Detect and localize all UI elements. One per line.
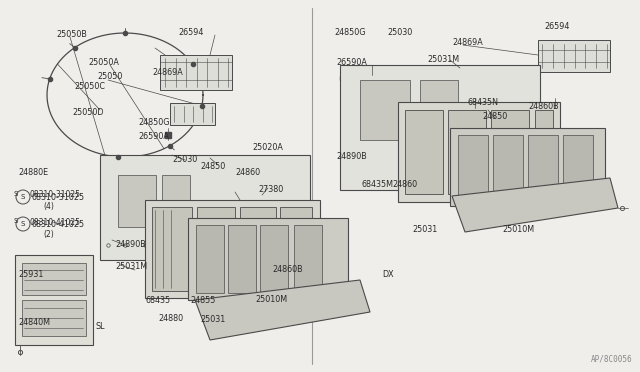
Text: 24880: 24880 [158,314,183,323]
Text: 25050A: 25050A [88,58,119,67]
Bar [493,135,523,197]
Bar [160,55,232,90]
Text: S: S [14,191,19,197]
Bar [563,135,593,197]
Text: 26594: 26594 [178,28,204,37]
Text: 08310-41025: 08310-41025 [32,220,85,229]
Text: 25020A: 25020A [252,143,283,152]
Text: 24890B: 24890B [336,152,367,161]
Text: 25031M: 25031M [427,55,459,64]
Bar [448,110,486,194]
Bar [15,255,93,345]
Text: 24855: 24855 [190,296,216,305]
Bar [450,128,605,206]
Bar [228,225,256,293]
Text: 25010M: 25010M [502,225,534,234]
Text: DX: DX [382,270,394,279]
Bar [340,65,540,190]
Bar [420,80,458,140]
Text: 24860B: 24860B [272,265,303,274]
Bar [528,135,558,197]
Text: 08310-41025: 08310-41025 [30,218,81,227]
Text: 24850G: 24850G [334,28,365,37]
Bar [152,207,192,291]
Bar [260,225,288,293]
Bar [170,103,215,125]
Text: 25030: 25030 [387,28,412,37]
Text: 24869A: 24869A [152,68,183,77]
Text: S: S [14,218,19,224]
Text: 25030: 25030 [172,155,197,164]
Text: (4): (4) [43,202,54,211]
Bar [22,300,86,336]
Bar [22,263,86,295]
Text: 08310-31025: 08310-31025 [32,193,85,202]
Text: SL: SL [95,322,104,331]
Bar [405,110,443,194]
Bar [197,207,235,291]
Text: 24850: 24850 [200,162,225,171]
Text: 24890B: 24890B [115,240,146,249]
Bar [145,200,320,298]
Bar [188,218,348,300]
Text: 24869A: 24869A [452,38,483,47]
Text: 26590A: 26590A [138,132,169,141]
Text: S: S [21,194,25,200]
Text: 25931: 25931 [18,270,44,279]
Text: 24880E: 24880E [18,168,48,177]
Text: 25050C: 25050C [74,82,105,91]
Text: 25031: 25031 [412,225,437,234]
Text: 68435N: 68435N [467,98,498,107]
Text: 68435M: 68435M [362,180,394,189]
Text: 24860: 24860 [235,168,260,177]
Text: 25031M: 25031M [115,262,147,271]
Text: 25050B: 25050B [56,30,87,39]
Bar [538,40,610,72]
Text: 25010M: 25010M [255,295,287,304]
Bar [118,175,156,227]
Bar [398,102,560,202]
Text: AP/8C0056: AP/8C0056 [590,355,632,364]
Text: 24860: 24860 [392,180,417,189]
Bar [360,80,410,140]
Text: S: S [21,221,25,227]
Text: 25031: 25031 [200,315,225,324]
Bar [491,110,529,194]
Bar [458,135,488,197]
Text: 24860B: 24860B [528,102,559,111]
Bar [294,225,322,293]
Bar [196,225,224,293]
Bar [535,110,553,194]
Bar [162,175,190,227]
Text: 27380: 27380 [258,185,284,194]
Text: 08310-31025: 08310-31025 [30,190,81,199]
Text: 26590A: 26590A [336,58,367,67]
Text: 68435: 68435 [145,296,170,305]
Text: 25050D: 25050D [72,108,104,117]
Text: 25050: 25050 [97,72,122,81]
Bar [240,207,276,291]
Text: 24850G: 24850G [138,118,170,127]
Text: (2): (2) [43,230,54,239]
Bar [100,155,310,260]
Text: 24840M: 24840M [18,318,50,327]
Text: 26594: 26594 [544,22,570,31]
Polygon shape [452,178,618,232]
Text: 24850: 24850 [482,112,508,121]
Bar [280,207,312,291]
Polygon shape [195,280,370,340]
